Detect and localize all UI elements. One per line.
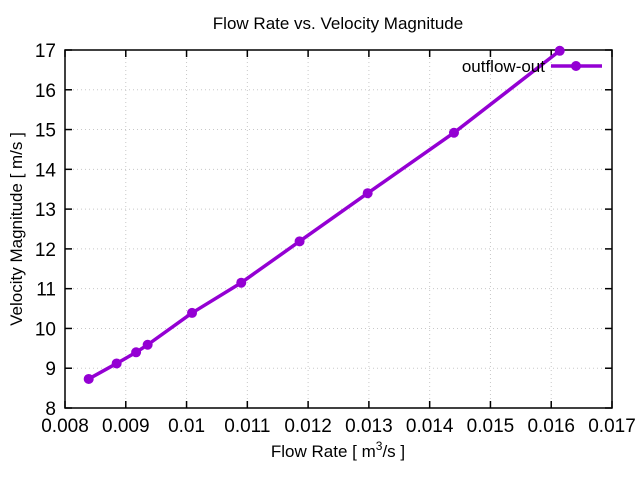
series-line xyxy=(87,49,561,381)
y-tick-label: 15 xyxy=(35,121,56,142)
y-tick-label: 14 xyxy=(35,160,57,181)
y-tick-label: 16 xyxy=(35,81,56,102)
tick-labels: 0.008 0.009 0.01 0.011 0.012 0.013 0.014 0.015 0… xyxy=(35,41,636,437)
data-point xyxy=(362,188,373,199)
data-point xyxy=(111,358,122,369)
x-tick-label: 0.013 xyxy=(345,416,393,437)
data-point xyxy=(236,277,247,288)
x-tick-label: 0.014 xyxy=(406,416,454,437)
y-tick-label: 17 xyxy=(35,41,56,62)
axis-ticks xyxy=(64,49,613,409)
data-point xyxy=(131,347,142,358)
data-point xyxy=(187,307,198,318)
x-axis-label: Flow Rate [ m3/s ] xyxy=(271,439,405,461)
gridlines xyxy=(65,50,612,408)
y-tick-label: 11 xyxy=(36,280,56,301)
x-tick-label: 0.01 xyxy=(168,416,205,437)
x-tick-label: 0.015 xyxy=(467,416,515,437)
plot-border-rect xyxy=(64,49,613,409)
y-tick-label: 12 xyxy=(35,240,56,261)
x-tick-label: 0.008 xyxy=(41,416,89,437)
y-tick-label: 8 xyxy=(45,399,56,420)
y-axis-label: Velocity Magnitude [ m/s ] xyxy=(7,132,26,326)
x-tick-label: 0.016 xyxy=(527,416,575,437)
x-tick-label: 0.011 xyxy=(224,416,270,437)
y-tick-label: 13 xyxy=(35,200,56,221)
legend-label: outflow-out xyxy=(462,57,545,76)
x-axis-label-superscript: 3 xyxy=(376,439,383,453)
x-axis-label-pre: Flow Rate [ m xyxy=(271,442,376,461)
y-tick-label: 9 xyxy=(45,359,56,380)
plot-border xyxy=(64,49,613,409)
x-axis-label-post: /s ] xyxy=(382,442,405,461)
x-tick-label: 0.017 xyxy=(588,416,636,437)
data-point xyxy=(142,339,153,350)
y-tick-label: 10 xyxy=(35,319,56,340)
data-point xyxy=(448,127,459,138)
x-tick-label: 0.009 xyxy=(102,416,150,437)
legend: outflow-out xyxy=(462,57,602,76)
data-point xyxy=(554,45,565,56)
data-point xyxy=(294,236,305,247)
data-series xyxy=(83,45,565,384)
legend-marker xyxy=(571,61,581,71)
chart-title: Flow Rate vs. Velocity Magnitude xyxy=(213,14,463,33)
x-tick-label: 0.012 xyxy=(284,416,332,437)
data-point xyxy=(83,373,94,384)
